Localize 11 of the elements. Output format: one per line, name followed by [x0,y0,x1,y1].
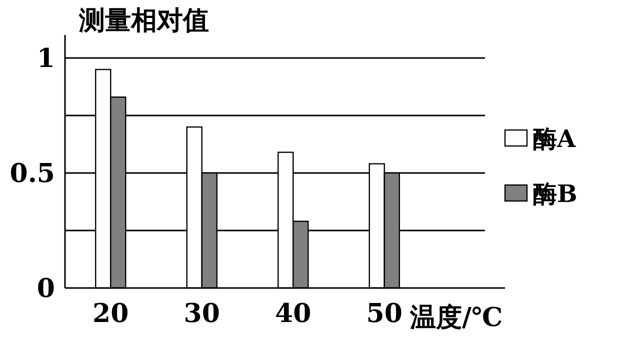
y-tick-label: 1 [36,44,55,74]
y-tick-label: 0 [36,274,55,304]
x-axis-title: 温度/℃ [409,303,503,333]
x-tick-label: 20 [92,299,129,329]
x-tick-label: 50 [366,299,402,329]
y-tick-label: 0.5 [10,159,55,189]
legend-label: 酶A [533,124,576,153]
x-tick-label: 30 [184,299,220,329]
x-tick-label: 40 [275,299,312,329]
legend-label: 酶B [533,179,578,208]
y-axis-title: 测量相对值 [78,6,209,36]
